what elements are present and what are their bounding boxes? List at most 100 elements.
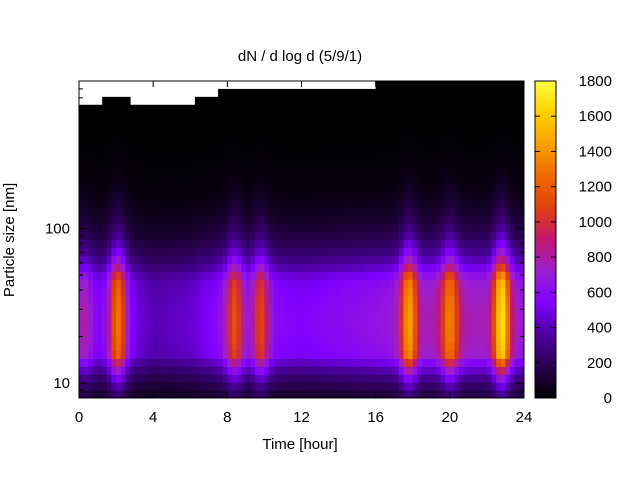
heatmap-cell: [269, 247, 275, 256]
heatmap-cell: [83, 120, 89, 130]
heatmap-cell: [412, 128, 418, 138]
heatmap-cell: [180, 215, 187, 225]
heatmap-cell: [306, 128, 312, 138]
heatmap-cell: [83, 104, 89, 114]
heatmap-cell: [171, 160, 177, 169]
heatmap-cell: [310, 358, 317, 367]
heatmap-cell: [287, 247, 293, 256]
heatmap-cell: [218, 255, 224, 264]
heatmap-cell: [486, 287, 493, 296]
heatmap-cell: [88, 247, 94, 256]
heatmap-cell: [273, 247, 279, 256]
heatmap-cell: [157, 239, 164, 249]
heatmap-cell: [454, 152, 460, 161]
heatmap-cell: [296, 128, 303, 138]
heatmap-cell: [194, 176, 201, 185]
heatmap-cell: [473, 294, 479, 304]
heatmap-cell: [157, 231, 164, 241]
heatmap-cell: [199, 310, 205, 320]
heatmap-cell: [454, 342, 460, 352]
heatmap-cell: [505, 199, 511, 209]
heatmap-cell: [463, 294, 469, 304]
heatmap-cell: [269, 302, 275, 312]
heatmap-cell: [514, 358, 520, 367]
heatmap-cell: [315, 287, 321, 296]
heatmap-cell: [473, 120, 479, 130]
heatmap-cell: [125, 255, 131, 264]
heatmap-cell: [153, 390, 159, 398]
heatmap-cell: [231, 310, 238, 320]
heatmap-cell: [259, 318, 266, 328]
heatmap-cell: [389, 271, 395, 280]
heatmap-cell: [519, 247, 524, 256]
heatmap-cell: [153, 374, 159, 383]
heatmap-cell: [204, 374, 210, 383]
heatmap-cell: [231, 342, 238, 352]
heatmap-cell: [389, 263, 395, 272]
heatmap-cell: [129, 255, 136, 264]
heatmap-cell: [287, 199, 293, 209]
heatmap-cell: [394, 112, 400, 122]
heatmap-cell: [315, 390, 321, 398]
heatmap-cell: [106, 239, 113, 249]
heatmap-cell: [97, 358, 103, 367]
heatmap-cell: [505, 350, 511, 359]
colorbar-tick-label: 1600: [579, 108, 612, 125]
heatmap-cell: [306, 294, 312, 304]
heatmap-cell: [440, 160, 446, 169]
heatmap-cell: [92, 168, 99, 177]
heatmap-cell: [148, 271, 154, 280]
heatmap-cell: [440, 176, 446, 185]
heatmap-cell: [241, 96, 247, 106]
heatmap-cell: [296, 255, 303, 264]
heatmap-cell: [398, 160, 405, 169]
heatmap-cell: [139, 326, 145, 336]
heatmap-cell: [227, 144, 233, 153]
x-tick-label: 0: [75, 409, 83, 426]
heatmap-cell: [129, 382, 136, 391]
heatmap-cell: [250, 207, 256, 217]
heatmap-cell: [329, 96, 335, 106]
heatmap-cell: [505, 160, 511, 169]
heatmap-cell: [343, 223, 349, 233]
heatmap-cell: [338, 239, 344, 249]
heatmap-cell: [417, 302, 423, 312]
heatmap-cell: [454, 318, 460, 328]
heatmap-cell: [486, 120, 493, 130]
heatmap-cell: [134, 294, 140, 304]
heatmap-cell: [310, 144, 317, 153]
heatmap-cell: [352, 247, 358, 256]
heatmap-cell: [264, 326, 270, 336]
heatmap-cell: [255, 382, 261, 391]
heatmap-cell: [296, 334, 303, 344]
heatmap-cell: [519, 191, 524, 201]
heatmap-cell: [347, 184, 354, 193]
heatmap-cell: [440, 358, 446, 367]
heatmap-cell: [473, 374, 479, 383]
heatmap-cell: [148, 279, 154, 288]
heatmap-cell: [269, 96, 275, 106]
heatmap-cell: [231, 128, 238, 138]
heatmap-cell: [454, 247, 460, 256]
heatmap-cell: [139, 231, 145, 241]
heatmap-cell: [292, 255, 298, 264]
heatmap-cell: [403, 176, 409, 185]
heatmap-cell: [426, 310, 432, 320]
heatmap-cell: [236, 334, 242, 344]
heatmap-cell: [329, 358, 335, 367]
heatmap-cell: [129, 287, 136, 296]
heatmap-cell: [454, 287, 460, 296]
heatmap-cell: [500, 199, 507, 209]
heatmap-cell: [347, 144, 354, 153]
heatmap-cell: [394, 144, 400, 153]
heatmap-cell: [153, 302, 159, 312]
heatmap-cell: [88, 191, 94, 201]
heatmap-cell: [375, 279, 381, 288]
heatmap-cell: [329, 176, 335, 185]
heatmap-cell: [357, 152, 363, 161]
heatmap-cell: [352, 207, 358, 217]
heatmap-cell: [269, 279, 275, 288]
heatmap-cell: [218, 223, 224, 233]
heatmap-cell: [329, 310, 335, 320]
heatmap-cell: [449, 302, 456, 312]
